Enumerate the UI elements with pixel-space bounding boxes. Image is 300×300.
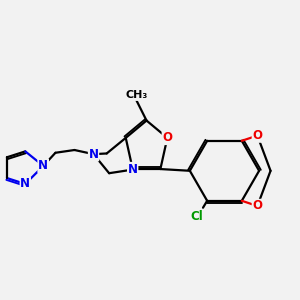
Text: O: O [252,200,262,212]
Text: N: N [38,159,48,172]
Text: N: N [20,177,30,190]
Text: O: O [252,129,262,142]
Text: CH₃: CH₃ [125,90,147,100]
Text: N: N [38,159,48,172]
Text: N: N [128,163,138,176]
Text: N: N [88,148,98,161]
Text: Cl: Cl [190,210,203,223]
Text: O: O [162,131,172,144]
